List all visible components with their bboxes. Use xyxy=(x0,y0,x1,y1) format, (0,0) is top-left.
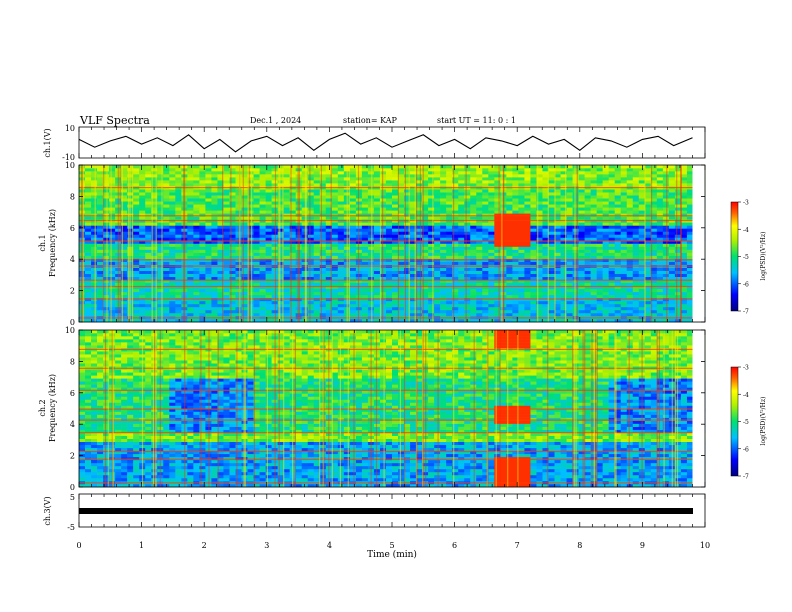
ch1-colorbar-label: log(PSD)(V²/Hz) xyxy=(760,232,767,281)
ch1-colorbar: -3 -4 -5 -6 -7 log(PSD)(V²/Hz) xyxy=(730,200,767,316)
ch3-ytick-bottom: -5 xyxy=(67,523,75,532)
start-time-label: start UT = 11: 0 : 1 xyxy=(437,116,516,125)
ytick-label: 4 xyxy=(70,255,75,264)
ch2-spectrogram-panel: 0 2 4 6 8 10 ch.2 Frequency (kHz) xyxy=(38,326,706,492)
xtick-label: 8 xyxy=(577,541,582,550)
ch1-waveform-trace xyxy=(78,132,693,153)
xtick-label: 5 xyxy=(389,541,394,550)
ch1-spectrogram-ylabel-1: ch.1 xyxy=(38,234,47,251)
colorbar-tick-label: -5 xyxy=(743,254,749,261)
time-axis-label: Time (min) xyxy=(367,549,417,560)
ytick-label: 2 xyxy=(70,287,75,296)
ch2-colorbar-ticks: -3 -4 -5 -6 -7 xyxy=(738,365,749,481)
ch3-waveform-ylabel: ch.3(V) xyxy=(43,496,52,525)
ch1-waveform-frame xyxy=(78,126,706,159)
ytick-label: 6 xyxy=(70,389,75,398)
colorbar-tick-label: -4 xyxy=(743,227,749,234)
ch1-ytick-top: 10 xyxy=(65,124,75,133)
date-label: Dec.1 , 2024 xyxy=(250,116,301,125)
time-axis-ticks: 0 1 2 3 4 5 6 7 8 9 10 xyxy=(76,127,710,550)
ytick-label: 8 xyxy=(70,192,75,201)
station-label: station= KAP xyxy=(343,116,398,125)
xtick-label: 2 xyxy=(202,541,207,550)
ytick-label: 4 xyxy=(70,420,75,429)
colorbar-tick-label: -6 xyxy=(743,446,749,453)
figure-title: VLF Spectra xyxy=(79,114,150,127)
colorbar-tick-label: -7 xyxy=(743,474,749,481)
ytick-label: 10 xyxy=(65,161,75,170)
xtick-label: 0 xyxy=(76,541,81,550)
xtick-label: 10 xyxy=(700,541,710,550)
ytick-label: 8 xyxy=(70,357,75,366)
colorbar-tick-label: -5 xyxy=(743,419,749,426)
ch1-waveform-line xyxy=(78,132,693,153)
ch1-waveform-panel: 10 -10 ch.1(V) xyxy=(43,124,706,162)
ytick-label: 0 xyxy=(70,483,75,492)
ch1-colorbar-gradient xyxy=(730,201,739,312)
xtick-label: 4 xyxy=(327,541,332,550)
ch3-waveform-panel: 5 -5 ch.3(V) xyxy=(43,493,706,532)
ch2-spectrogram-yticks: 0 2 4 6 8 10 xyxy=(65,326,705,492)
xtick-label: 1 xyxy=(139,541,144,550)
xtick-label: 3 xyxy=(264,541,269,550)
ch2-colorbar-gradient xyxy=(730,366,739,477)
colorbar-tick-label: -3 xyxy=(743,200,749,207)
ch2-colorbar-label: log(PSD)(V²/Hz) xyxy=(760,397,767,446)
ch3-ytick-top: 5 xyxy=(70,493,75,502)
colorbar-tick-label: -4 xyxy=(743,392,749,399)
ch2-colorbar: -3 -4 -5 -6 -7 log(PSD)(V²/Hz) xyxy=(730,365,767,481)
colorbar-tick-label: -6 xyxy=(743,281,749,288)
xtick-label: 6 xyxy=(452,541,457,550)
ytick-label: 6 xyxy=(70,224,75,233)
ytick-label: 0 xyxy=(70,318,75,327)
ch1-ytick-bottom: -10 xyxy=(62,153,75,162)
ch1-spectrogram-heatmap xyxy=(79,165,706,323)
colorbar-tick-label: -3 xyxy=(743,365,749,372)
ch1-spectrogram-yticks: 0 2 4 6 8 10 xyxy=(65,161,705,327)
ytick-label: 10 xyxy=(65,326,75,335)
xtick-label: 9 xyxy=(640,541,645,550)
ch1-spectrogram-ylabel-2: Frequency (kHz) xyxy=(48,209,57,277)
ytick-label: 2 xyxy=(70,452,75,461)
ch1-spectrogram-panel: 0 2 4 6 8 10 ch.1 Frequency (kHz) xyxy=(38,161,706,327)
ch1-colorbar-ticks: -3 -4 -5 -6 -7 xyxy=(738,200,749,316)
ch2-spectrogram-ylabel-1: ch.2 xyxy=(38,399,47,416)
ch2-spectrogram-heatmap xyxy=(79,330,706,488)
colorbar-tick-label: -7 xyxy=(743,309,749,316)
xtick-label: 7 xyxy=(515,541,520,550)
ch2-spectrogram-ylabel-2: Frequency (kHz) xyxy=(48,374,57,442)
ch1-waveform-ylabel: ch.1(V) xyxy=(43,128,52,157)
ch3-waveform-line xyxy=(79,508,693,514)
